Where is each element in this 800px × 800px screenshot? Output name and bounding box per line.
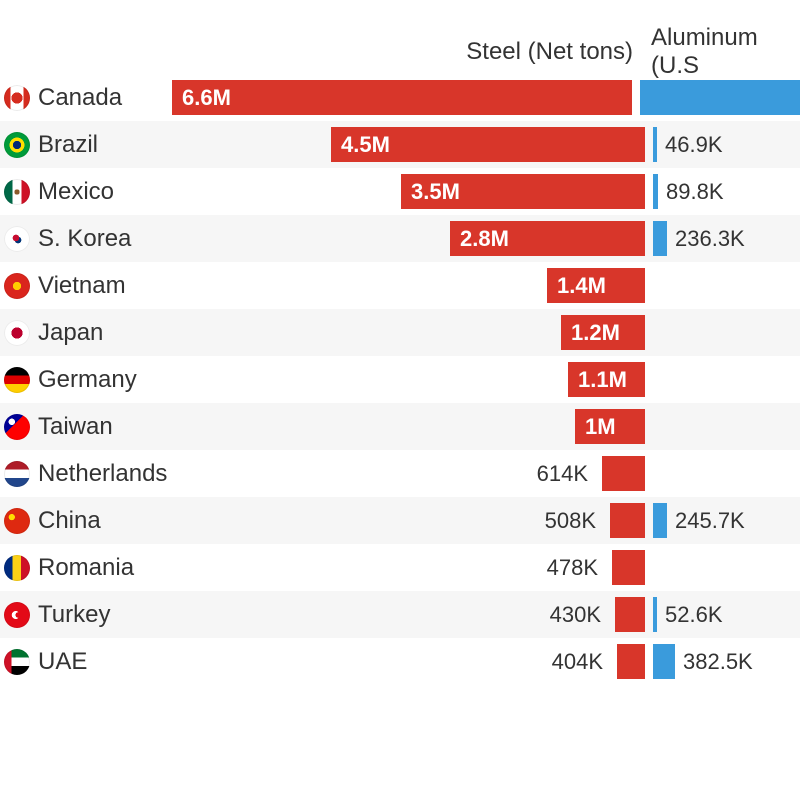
steel-bar bbox=[602, 456, 645, 491]
table-row: Vietnam 1.4M bbox=[0, 262, 800, 309]
aluminum-value: 236.3K bbox=[675, 226, 745, 252]
country-label: UAE bbox=[38, 648, 87, 676]
flag-icon bbox=[4, 555, 30, 581]
table-row: Netherlands 614K bbox=[0, 450, 800, 497]
steel-value: 1M bbox=[575, 414, 616, 440]
steel-bar: 4.5M bbox=[331, 127, 645, 162]
country-label: Canada bbox=[38, 84, 122, 112]
table-row: Taiwan 1M bbox=[0, 403, 800, 450]
country-label: Vietnam bbox=[38, 272, 126, 300]
steel-bar: 1M bbox=[575, 409, 645, 444]
steel-bar: 1.1M bbox=[568, 362, 645, 397]
table-row: China 508K 245.7K bbox=[0, 497, 800, 544]
country-label: Romania bbox=[38, 554, 134, 582]
country-label: Brazil bbox=[38, 131, 98, 159]
flag-icon bbox=[4, 367, 30, 393]
country-label: Japan bbox=[38, 319, 103, 347]
flag-icon bbox=[4, 273, 30, 299]
aluminum-bar bbox=[653, 127, 657, 162]
flag-icon bbox=[4, 226, 30, 252]
country-label: Mexico bbox=[38, 178, 114, 206]
table-row: S. Korea 2.8M 236.3K bbox=[0, 215, 800, 262]
aluminum-value: 382.5K bbox=[683, 649, 753, 675]
table-row: Brazil 4.5M 46.9K bbox=[0, 121, 800, 168]
flag-icon bbox=[4, 132, 30, 158]
country-label: Turkey bbox=[38, 601, 110, 629]
aluminum-value: 89.8K bbox=[666, 179, 724, 205]
aluminum-bar bbox=[653, 644, 675, 679]
steel-bar bbox=[612, 550, 645, 585]
table-row: Germany 1.1M bbox=[0, 356, 800, 403]
steel-bar bbox=[610, 503, 645, 538]
aluminum-bar bbox=[653, 503, 667, 538]
steel-bar: 1.4M bbox=[547, 268, 645, 303]
steel-bar: 6.6M bbox=[172, 80, 632, 115]
steel-value: 6.6M bbox=[172, 85, 231, 111]
aluminum-value: 46.9K bbox=[665, 132, 723, 158]
flag-icon bbox=[4, 602, 30, 628]
aluminum-header: Aluminum (U.S bbox=[645, 24, 800, 80]
country-label: China bbox=[38, 507, 101, 535]
flag-icon bbox=[4, 85, 30, 111]
column-headers: Steel (Net tons) Aluminum (U.S bbox=[0, 30, 800, 74]
aluminum-value: 245.7K bbox=[675, 508, 745, 534]
country-label: Netherlands bbox=[38, 460, 167, 488]
table-row: Canada 6.6M bbox=[0, 74, 800, 121]
steel-value: 614K bbox=[185, 450, 596, 497]
steel-value: 1.1M bbox=[568, 367, 627, 393]
table-row: Turkey 430K 52.6K bbox=[0, 591, 800, 638]
steel-value: 478K bbox=[185, 544, 606, 591]
flag-icon bbox=[4, 508, 30, 534]
aluminum-bar bbox=[653, 174, 658, 209]
aluminum-bar bbox=[653, 221, 667, 256]
steel-value: 4.5M bbox=[331, 132, 390, 158]
country-label: Taiwan bbox=[38, 413, 113, 441]
steel-value: 3.5M bbox=[401, 179, 460, 205]
steel-bar bbox=[615, 597, 645, 632]
steel-value: 1.4M bbox=[547, 273, 606, 299]
steel-value: 1.2M bbox=[561, 320, 620, 346]
steel-value: 2.8M bbox=[450, 226, 509, 252]
flag-icon bbox=[4, 461, 30, 487]
flag-icon bbox=[4, 320, 30, 346]
steel-bar: 1.2M bbox=[561, 315, 645, 350]
steel-bar: 2.8M bbox=[450, 221, 645, 256]
steel-header: Steel (Net tons) bbox=[185, 38, 645, 66]
chart-rows: Canada 6.6M Brazil 4.5M 46.9K Mexico 3.5M 89.8K… bbox=[0, 74, 800, 685]
country-label: S. Korea bbox=[38, 225, 131, 253]
flag-icon bbox=[4, 414, 30, 440]
steel-bar bbox=[617, 644, 645, 679]
flag-icon bbox=[4, 179, 30, 205]
steel-value: 508K bbox=[185, 497, 604, 544]
aluminum-bar bbox=[653, 597, 657, 632]
table-row: Romania 478K bbox=[0, 544, 800, 591]
aluminum-value: 52.6K bbox=[665, 602, 723, 628]
steel-value: 404K bbox=[185, 638, 611, 685]
steel-bar: 3.5M bbox=[401, 174, 645, 209]
table-row: Mexico 3.5M 89.8K bbox=[0, 168, 800, 215]
table-row: Japan 1.2M bbox=[0, 309, 800, 356]
steel-value: 430K bbox=[185, 591, 609, 638]
aluminum-bar bbox=[640, 80, 800, 115]
country-label: Germany bbox=[38, 366, 137, 394]
flag-icon bbox=[4, 649, 30, 675]
table-row: UAE 404K 382.5K bbox=[0, 638, 800, 685]
